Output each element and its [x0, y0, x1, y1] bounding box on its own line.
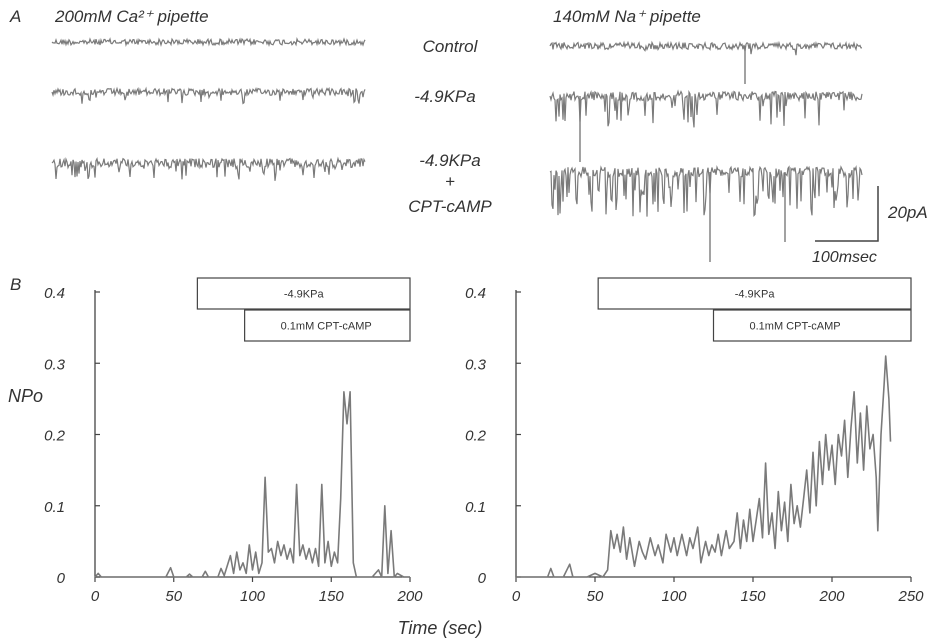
x-tick-label: 0 [91, 588, 100, 605]
treatment-bar-box [244, 309, 411, 342]
pressure-bar: -4.9KPa [196, 277, 411, 310]
y-tick-label: 0.2 [465, 428, 487, 445]
x-tick-label: 250 [897, 588, 924, 605]
x-tick-label: 200 [818, 588, 845, 605]
x-axis-label: Time (sec) [398, 618, 483, 638]
condition-cptcamp: CPT-cAMP [408, 197, 492, 216]
condition-plus: + [445, 172, 455, 191]
panel-b-letter: B [10, 275, 21, 294]
treatment-bar-box [597, 277, 912, 310]
x-tick-label: 200 [396, 588, 423, 605]
trace-ca-pressure [51, 86, 366, 105]
right-pipette-title: 140mM Na⁺ pipette [553, 7, 701, 26]
condition-pressure: -4.9KPa [414, 87, 475, 106]
y-tick-label: 0.4 [44, 285, 65, 302]
x-tick-label: 50 [587, 588, 604, 605]
y-tick-label: 0 [57, 570, 66, 587]
scale-current-label: 20pA [887, 203, 928, 222]
cptcamp-bar: 0.1mM CPT-cAMP [712, 309, 912, 342]
scale-bar [815, 186, 879, 242]
x-tick-label: 100 [240, 588, 266, 605]
y-axis-label: NPo [8, 386, 43, 406]
condition-control: Control [423, 37, 479, 56]
trace-na-cptcamp [549, 164, 863, 218]
panel-a-letter: A [9, 7, 21, 26]
treatment-bar-box [196, 277, 411, 310]
y-tick-label: 0.3 [44, 356, 66, 373]
left-pipette-title: 200mM Ca²⁺ pipette [54, 7, 209, 26]
trace-na-control [549, 40, 863, 56]
single-channel-traces [51, 36, 863, 262]
x-tick-label: 100 [661, 588, 687, 605]
treatment-bar-label: -4.9KPa [735, 289, 776, 301]
y-tick-label: 0.2 [44, 428, 66, 445]
pressure-bar: -4.9KPa [597, 277, 912, 310]
treatment-bar-label: 0.1mM CPT-cAMP [750, 321, 841, 333]
x-tick-label: 0 [512, 588, 521, 605]
npo-plot-sodium: 0 0.1 0.2 0.3 0.4 0 50 100 150 200 250 -4.9KPa 0.1mM… [465, 277, 924, 605]
treatment-bar-label: 0.1mM CPT-cAMP [281, 321, 372, 333]
scale-time-label: 100msec [812, 249, 877, 266]
x-tick-label: 50 [165, 588, 182, 605]
x-tick-label: 150 [319, 588, 345, 605]
treatment-bar-label: -4.9KPa [284, 289, 325, 301]
y-tick-label: 0.1 [465, 499, 486, 516]
y-tick-label: 0.3 [465, 356, 487, 373]
trace-ca-control [51, 36, 366, 48]
treatment-bar-box [712, 309, 912, 342]
y-tick-label: 0 [478, 570, 487, 587]
y-tick-label: 0.4 [465, 285, 486, 302]
trace-na-pressure [549, 89, 863, 128]
condition-pressure-2: -4.9KPa [419, 151, 480, 170]
x-tick-label: 150 [740, 588, 766, 605]
npo-plot-calcium: 0 0.1 0.2 0.3 0.4 0 50 100 150 200 -4.9KPa 0.1mM CP… [44, 277, 423, 605]
npo-series-line [516, 355, 892, 578]
y-tick-label: 0.1 [44, 499, 65, 516]
cptcamp-bar: 0.1mM CPT-cAMP [244, 309, 411, 342]
trace-ca-cptcamp [51, 156, 366, 181]
npo-series-line [94, 391, 410, 578]
